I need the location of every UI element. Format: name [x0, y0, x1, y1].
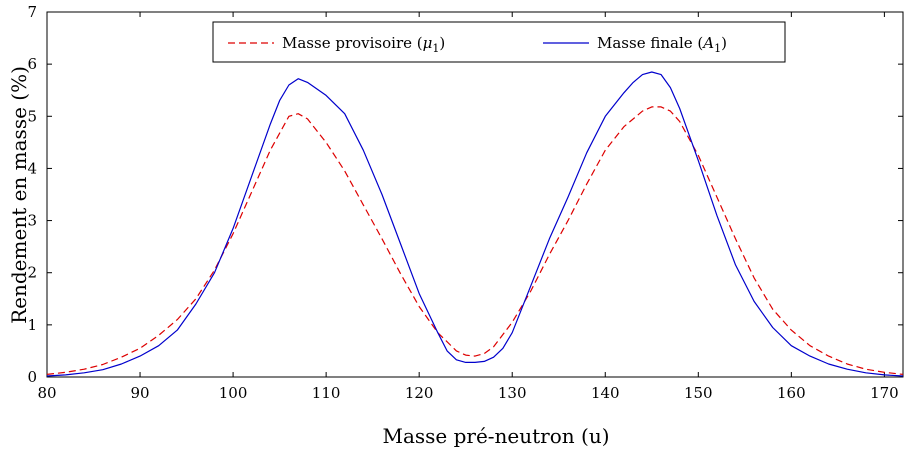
series-group	[46, 71, 904, 377]
x-tick-label-7: 150	[684, 384, 713, 402]
legend: Masse provisoire (μ1) Masse finale (A1)	[212, 21, 786, 63]
series-line-0	[46, 106, 904, 375]
x-axis-label: Masse pré-neutron (u)	[382, 424, 609, 448]
y-tick-label-6: 6	[27, 55, 37, 73]
x-tick-label-4: 120	[405, 384, 434, 402]
plot-frame	[46, 11, 904, 378]
y-tick-label-2: 2	[27, 264, 37, 282]
x-tick-label-2: 100	[219, 384, 248, 402]
legend-label-1: Masse finale (A1)	[597, 34, 727, 55]
legend-box	[212, 21, 786, 63]
y-axis-label: Rendement en masse (%)	[7, 66, 31, 324]
x-tick-label-0: 80	[37, 384, 56, 402]
x-tick-label-8: 160	[777, 384, 806, 402]
y-tick-label-5: 5	[27, 107, 37, 125]
x-tick-label-5: 130	[498, 384, 527, 402]
x-tick-label-1: 90	[130, 384, 149, 402]
y-tick-label-1: 1	[27, 316, 37, 334]
y-tick-label-4: 4	[27, 159, 37, 177]
x-tick-label-9: 170	[870, 384, 899, 402]
legend-label-0: Masse provisoire (μ1)	[282, 34, 445, 55]
y-tick-label-7: 7	[27, 3, 37, 21]
series-line-1	[46, 71, 904, 377]
x-tick-label-3: 110	[312, 384, 341, 402]
x-tick-label-6: 140	[591, 384, 620, 402]
y-tick-label-3: 3	[27, 212, 37, 230]
axis-ticks	[46, 11, 903, 378]
y-tick-label-0: 0	[27, 368, 37, 386]
tick-labels: 80 90 100 110 120 130 140 150 160 170 0 1 2 3 4 5 6 7	[27, 3, 898, 402]
